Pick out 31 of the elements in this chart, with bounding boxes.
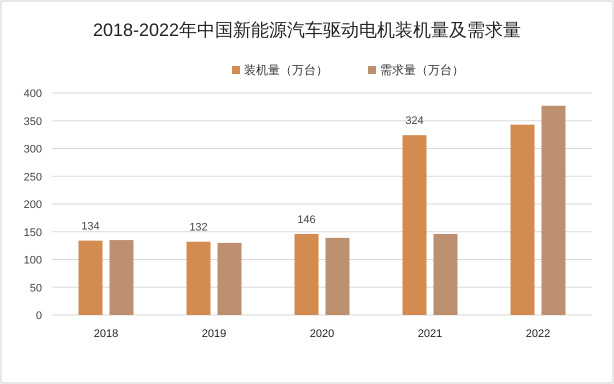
bar xyxy=(326,238,350,315)
x-tick-label: 2021 xyxy=(418,328,442,340)
bar xyxy=(542,106,566,315)
y-tick-label: 300 xyxy=(24,144,42,156)
bar xyxy=(402,135,426,315)
legend-label: 装机量（万台） xyxy=(244,63,328,77)
chart-title: 2018-2022年中国新能源汽车驱动电机装机量及需求量 xyxy=(92,20,522,40)
y-tick-label: 250 xyxy=(24,171,42,184)
y-tick-label: 400 xyxy=(24,88,42,100)
y-tick-label: 150 xyxy=(24,226,42,239)
x-tick-label: 2019 xyxy=(202,328,226,340)
data-label: 134 xyxy=(81,220,100,233)
y-tick-label: 350 xyxy=(24,116,42,128)
x-tick-label: 2022 xyxy=(526,328,550,340)
y-tick-label: 0 xyxy=(36,310,42,322)
bar xyxy=(510,124,534,315)
bar xyxy=(434,234,458,315)
y-tick-label: 50 xyxy=(30,282,42,294)
bar xyxy=(218,242,242,315)
data-label: 146 xyxy=(297,214,316,226)
x-tick-label: 2020 xyxy=(310,328,334,340)
y-tick-label: 100 xyxy=(24,254,42,266)
data-label: 324 xyxy=(405,115,424,128)
bar xyxy=(110,240,134,315)
x-tick-label: 2018 xyxy=(94,328,118,340)
bar xyxy=(78,240,102,315)
bar xyxy=(294,234,318,315)
legend-label: 需求量（万台） xyxy=(380,63,464,77)
y-tick-label: 200 xyxy=(24,199,42,211)
bar xyxy=(186,242,210,315)
data-label: 132 xyxy=(189,222,208,234)
